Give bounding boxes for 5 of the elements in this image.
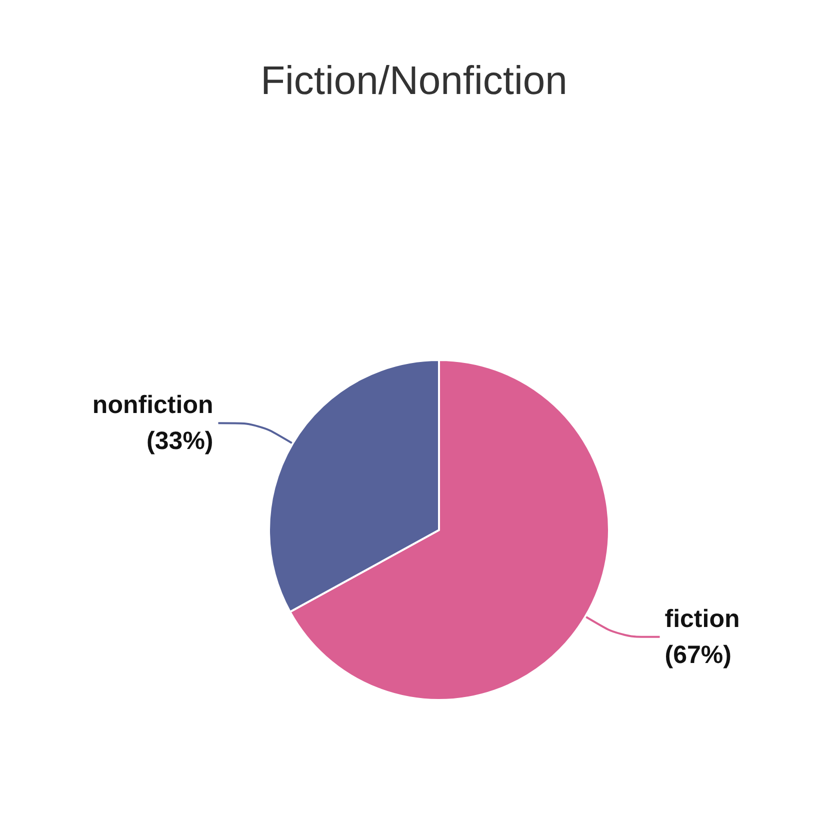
slice-label: nonfiction bbox=[92, 391, 214, 420]
data-label: (67%) bbox=[664, 640, 732, 669]
data-label: (33%) bbox=[146, 427, 214, 456]
chart-title: Fiction/Nonfiction bbox=[260, 59, 568, 103]
slice-label: fiction bbox=[664, 604, 740, 633]
